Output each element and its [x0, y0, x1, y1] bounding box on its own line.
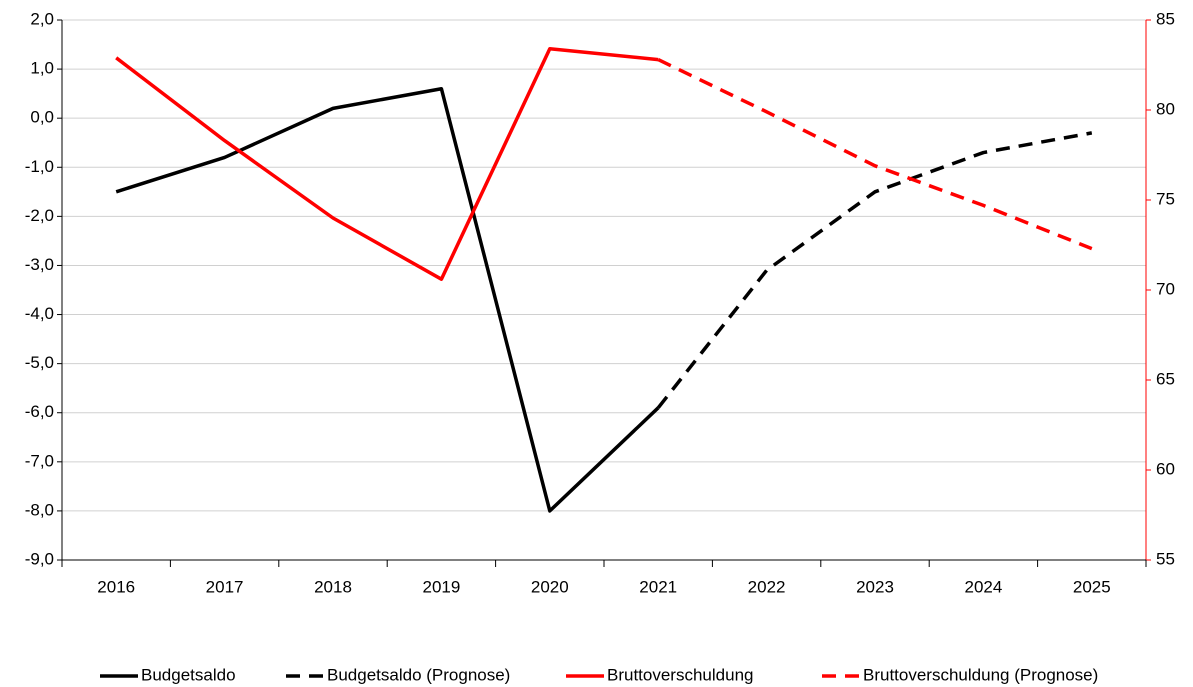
y2-tick-label: 55 [1156, 549, 1175, 568]
x-tick-label: 2019 [422, 577, 460, 596]
y-tick-label: 1,0 [30, 59, 54, 78]
series-line [115, 47, 659, 281]
legend-label: Bruttoverschuldung (Prognose) [863, 665, 1098, 684]
legend-label: Bruttoverschuldung [607, 665, 753, 684]
y-tick-label: -6,0 [25, 402, 54, 421]
y-tick-label: 0,0 [30, 108, 54, 127]
y-tick-label: -2,0 [25, 206, 54, 225]
y2-tick-label: 60 [1156, 459, 1175, 478]
x-tick-label: 2018 [314, 577, 352, 596]
y2-tick-label: 75 [1156, 189, 1175, 208]
x-tick-label: 2023 [856, 577, 894, 596]
y-tick-label: -7,0 [25, 451, 54, 470]
x-tick-label: 2024 [964, 577, 1002, 596]
series-line [656, 131, 1093, 409]
x-tick-label: 2017 [206, 577, 244, 596]
x-tick-label: 2016 [97, 577, 135, 596]
y2-tick-label: 70 [1156, 279, 1175, 298]
x-tick-label: 2021 [639, 577, 677, 596]
y-tick-label: -9,0 [25, 549, 54, 568]
y-tick-label: -1,0 [25, 157, 54, 176]
y-tick-label: -3,0 [25, 255, 54, 274]
series-line [657, 58, 1093, 251]
x-tick-label: 2020 [531, 577, 569, 596]
legend-label: Budgetsaldo [141, 665, 236, 684]
y-tick-label: -5,0 [25, 353, 54, 372]
y2-tick-label: 80 [1156, 99, 1175, 118]
y-tick-label: -8,0 [25, 500, 54, 519]
legend-label: Budgetsaldo (Prognose) [327, 665, 510, 684]
y2-tick-label: 65 [1156, 369, 1175, 388]
series-line [115, 86, 660, 513]
x-tick-label: 2022 [748, 577, 786, 596]
y-tick-label: 2,0 [30, 9, 54, 28]
x-tick-label: 2025 [1073, 577, 1111, 596]
y2-tick-label: 85 [1156, 9, 1175, 28]
y-tick-label: -4,0 [25, 304, 54, 323]
